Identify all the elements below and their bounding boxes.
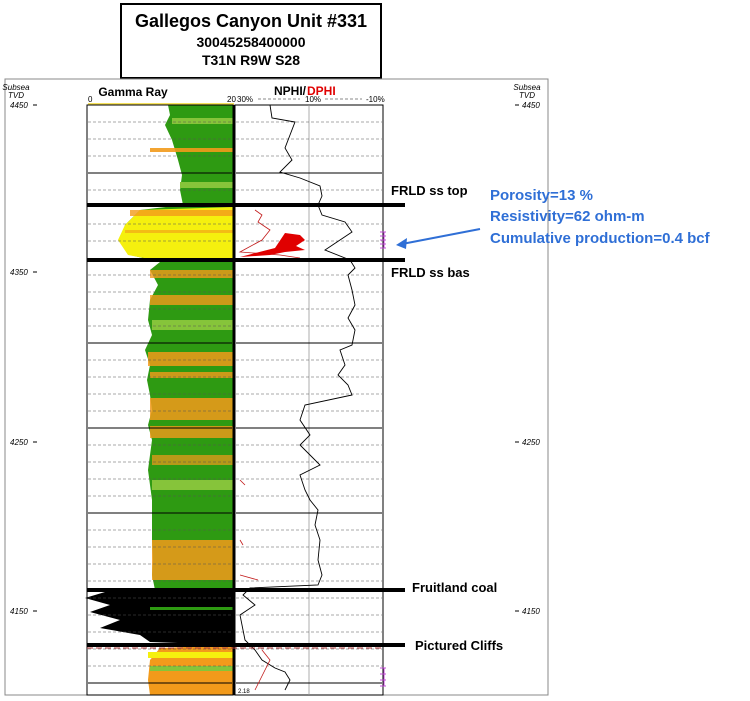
gamma-ray-scale-bar	[88, 103, 234, 105]
well-name: Gallegos Canyon Unit #331	[134, 11, 368, 31]
well-title-box: Gallegos Canyon Unit #331 30045258400000…	[120, 3, 382, 79]
annotation-arrow	[396, 228, 481, 249]
formation-label: Fruitland coal	[412, 580, 497, 595]
gamma-ray-scale-min: 0	[88, 95, 93, 104]
dphi-title: DPHI	[307, 84, 336, 98]
depth-ticks-left: 4450 4350 4250 4150	[10, 101, 37, 616]
depth-tick-label: 4150	[522, 607, 540, 616]
depth-tick-label: 4350	[10, 268, 28, 277]
gamma-ray-title: Gamma Ray	[98, 85, 168, 99]
depth-axis-label-right: Subsea	[513, 83, 541, 92]
api-number: 30045258400000	[196, 34, 306, 50]
depth-tick-label: 4250	[10, 438, 28, 447]
log-frame	[4, 78, 549, 696]
reservoir-annotation: Porosity=13 % Resistivity=62 ohm-m Cumul…	[490, 187, 711, 247]
depth-axis-sublabel-right: TVD	[519, 91, 535, 100]
dphi-curve	[238, 209, 301, 691]
formation-label: FRLD ss top	[391, 183, 468, 198]
nphi-title: NPHI/	[274, 84, 307, 98]
depth-tick-label: 4450	[522, 101, 540, 110]
nphi-curve	[239, 104, 356, 691]
depth-tick-label: 4150	[10, 607, 28, 616]
porosity-scale-left: 30%	[237, 95, 253, 104]
resistivity-note: Resistivity=62 ohm-m	[490, 208, 645, 225]
depth-tick-label: 4450	[10, 101, 28, 110]
depth-tick-label: 4250	[522, 438, 540, 447]
cumulative-production-note: Cumulative production=0.4 bcf	[490, 230, 711, 247]
depth-ticks-right: 4450 4250 4150	[515, 101, 540, 616]
depth-axis-sublabel-left: TVD	[8, 91, 24, 100]
porosity-note: Porosity=13 %	[490, 187, 593, 204]
depth-axis-label-left: Subsea	[2, 83, 30, 92]
well-location: T31N R9W S28	[201, 52, 301, 68]
depth-marker-ticks	[380, 231, 386, 687]
formation-label: FRLD ss bas	[391, 265, 470, 280]
formation-label: Pictured Cliffs	[415, 638, 503, 653]
porosity-scale-right: -10%	[366, 95, 385, 104]
gamma-ray-scale-max: 20	[227, 95, 236, 104]
dphi-fill	[240, 233, 305, 257]
porosity-scale-mid: 10%	[305, 95, 321, 104]
gamma-ray-fill	[85, 105, 233, 695]
formation-lines	[87, 203, 405, 649]
depth-gridlines	[88, 121, 382, 684]
small-value-label: 2.18	[238, 689, 250, 695]
